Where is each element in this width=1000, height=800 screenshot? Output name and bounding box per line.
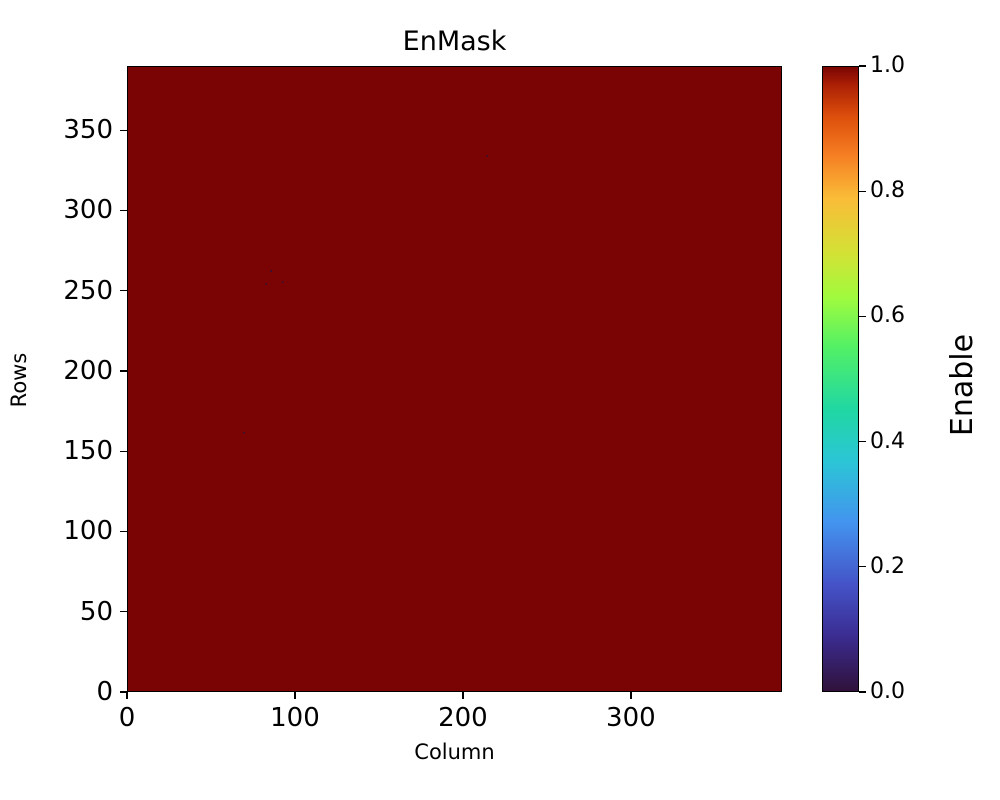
x-tick-label: 300	[606, 703, 656, 733]
y-tick-label: 200	[63, 355, 113, 386]
y-tick-label: 100	[63, 516, 113, 547]
y-tick-label: 300	[63, 195, 113, 226]
y-tick-label: 50	[79, 596, 113, 627]
colorbar-tick-label: 1.0	[870, 53, 905, 78]
y-tick-mark	[120, 530, 127, 533]
x-tick-mark	[294, 692, 296, 699]
colorbar-label: Enable	[945, 333, 980, 437]
y-tick-mark	[120, 129, 127, 131]
heatmap-plot-area	[127, 66, 782, 692]
colorbar-tick-mark	[859, 190, 866, 192]
y-tick-mark	[120, 611, 127, 613]
y-tick-label: 250	[63, 275, 113, 306]
y-tick-mark	[120, 370, 127, 372]
colorbar-tick-label: 0.0	[870, 679, 905, 704]
y-tick-label: 350	[63, 115, 113, 146]
colorbar-gradient	[823, 67, 858, 691]
heatmap-image	[128, 67, 781, 691]
x-tick-mark	[462, 692, 464, 699]
colorbar-tick-mark	[859, 691, 866, 693]
x-tick-mark	[630, 692, 632, 699]
colorbar-tick-mark	[859, 65, 866, 67]
colorbar-tick-mark	[859, 440, 866, 443]
y-tick-label: 0	[96, 677, 113, 707]
colorbar-tick-label: 0.4	[870, 428, 905, 454]
x-tick-label: 200	[438, 703, 488, 733]
colorbar-tick-mark	[859, 315, 866, 318]
colorbar-tick-label: 0.2	[870, 553, 905, 579]
colorbar	[822, 66, 859, 692]
x-tick-label: 100	[270, 703, 320, 733]
y-tick-label: 150	[63, 436, 113, 467]
y-tick-mark	[120, 450, 127, 452]
colorbar-tick-label: 0.8	[870, 178, 905, 204]
y-axis-label: Rows	[7, 352, 31, 408]
y-tick-mark	[120, 290, 127, 292]
page-title: EnMask	[402, 26, 507, 57]
x-axis-label: Column	[414, 740, 495, 764]
y-tick-mark	[120, 209, 127, 212]
x-tick-label: 0	[118, 703, 136, 733]
y-tick-mark	[120, 691, 127, 693]
colorbar-tick-mark	[859, 566, 866, 568]
colorbar-tick-label: 0.6	[870, 303, 905, 329]
x-tick-mark	[126, 692, 128, 699]
